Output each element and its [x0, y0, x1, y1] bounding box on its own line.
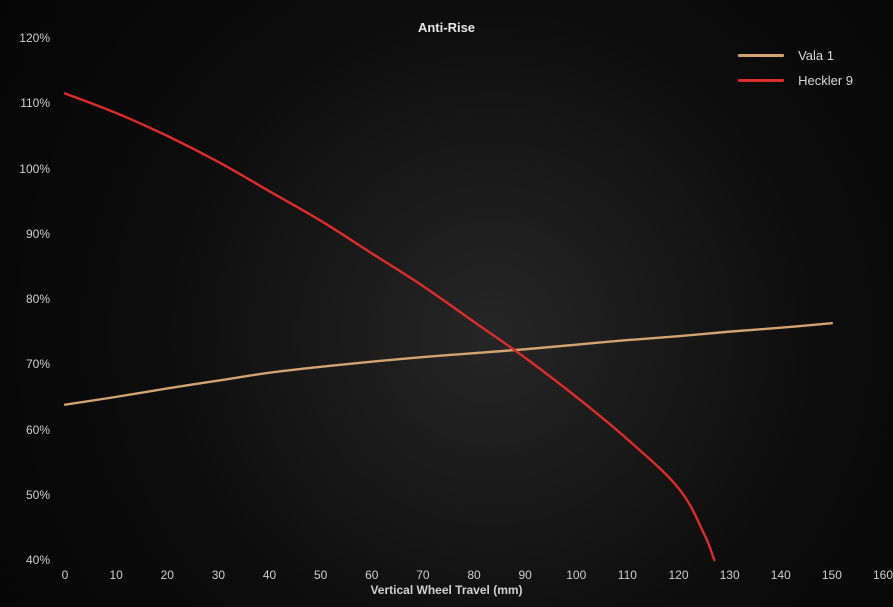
anti-rise-chart: Anti-Rise Vala 1 Heckler 9 Vertical Whee… [0, 0, 893, 607]
legend-swatch [738, 54, 784, 57]
x-tick-label: 80 [459, 568, 489, 582]
x-tick-label: 60 [357, 568, 387, 582]
x-tick-label: 160 [868, 568, 893, 582]
x-tick-label: 70 [408, 568, 438, 582]
x-tick-label: 90 [510, 568, 540, 582]
y-tick-label: 40% [12, 553, 50, 567]
y-tick-label: 70% [12, 357, 50, 371]
legend-item-vala: Vala 1 [738, 48, 853, 63]
x-tick-label: 100 [561, 568, 591, 582]
x-tick-label: 50 [306, 568, 336, 582]
x-tick-label: 120 [664, 568, 694, 582]
y-tick-label: 50% [12, 488, 50, 502]
legend-label: Vala 1 [798, 48, 834, 63]
y-tick-label: 120% [12, 31, 50, 45]
x-tick-label: 20 [152, 568, 182, 582]
x-tick-label: 140 [766, 568, 796, 582]
x-tick-label: 110 [612, 568, 642, 582]
x-tick-label: 40 [255, 568, 285, 582]
y-tick-label: 90% [12, 227, 50, 241]
y-tick-label: 80% [12, 292, 50, 306]
x-axis-label: Vertical Wheel Travel (mm) [0, 583, 893, 597]
x-tick-label: 30 [203, 568, 233, 582]
chart-legend: Vala 1 Heckler 9 [738, 48, 853, 98]
legend-swatch [738, 79, 784, 82]
x-tick-label: 10 [101, 568, 131, 582]
y-tick-label: 60% [12, 423, 50, 437]
x-tick-label: 130 [715, 568, 745, 582]
series-line [65, 323, 832, 405]
series-line [65, 93, 714, 560]
legend-label: Heckler 9 [798, 73, 853, 88]
x-tick-label: 0 [50, 568, 80, 582]
x-tick-label: 150 [817, 568, 847, 582]
y-tick-label: 110% [12, 96, 50, 110]
legend-item-heckler: Heckler 9 [738, 73, 853, 88]
y-tick-label: 100% [12, 162, 50, 176]
